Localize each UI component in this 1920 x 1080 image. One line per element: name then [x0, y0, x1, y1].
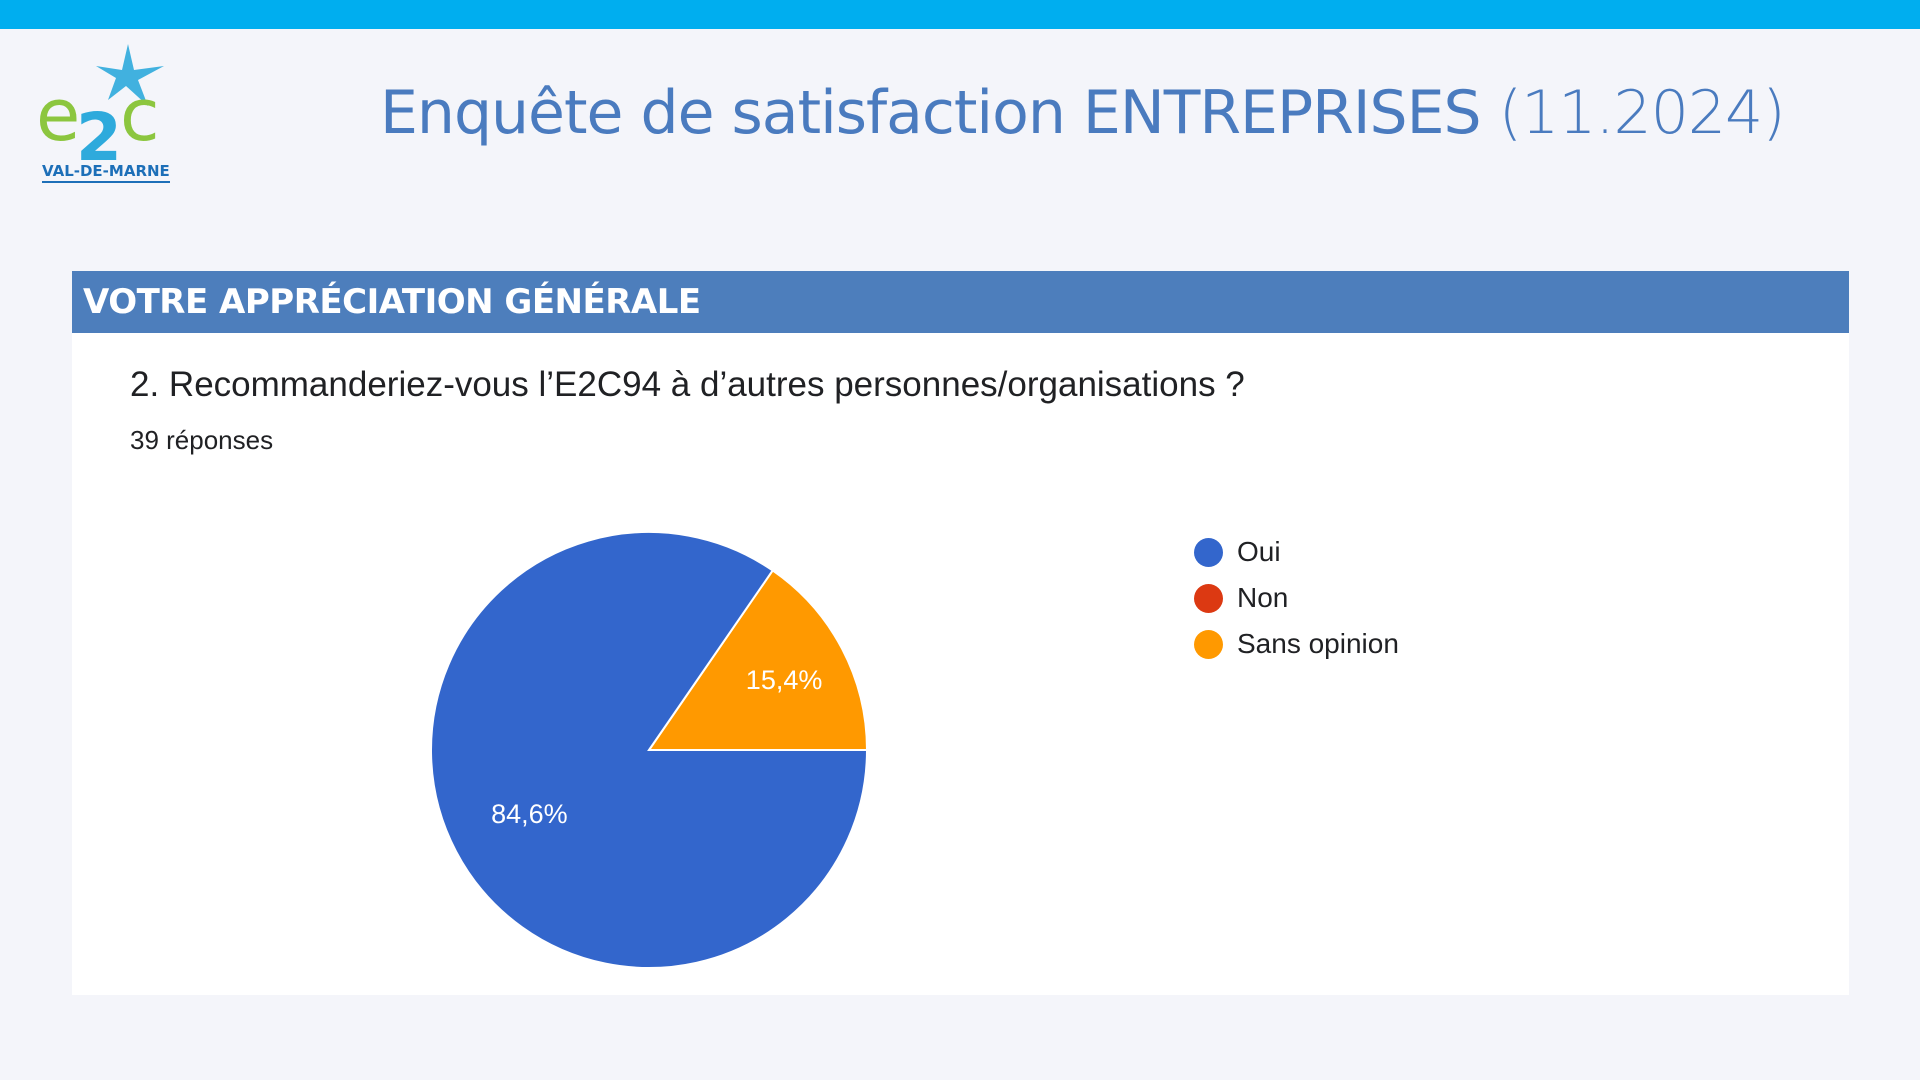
svg-text:c: c [120, 73, 160, 157]
pie-slice-oui [430, 531, 869, 969]
pie-slice-sans-opinion [647, 569, 869, 751]
legend-label: Non [1237, 582, 1289, 613]
svg-text:2: 2 [76, 99, 122, 176]
page-title: Enquête de satisfaction ENTREPRISES (11.… [380, 78, 1786, 148]
page-title-date: (11.2024) [1498, 78, 1786, 148]
legend-label: Sans opinion [1237, 628, 1399, 659]
svg-text:e: e [36, 73, 80, 157]
top-accent-bar [0, 0, 1920, 29]
pie-label-sans-opinion: 15,4% [746, 665, 823, 695]
pie-chart: 15,4% 84,6% [430, 531, 869, 969]
section-title: VOTRE APPRÉCIATION GÉNÉRALE [83, 282, 701, 322]
legend-item-oui[interactable]: Oui [1194, 529, 1399, 575]
page-title-main: Enquête de satisfaction ENTREPRISES [380, 78, 1482, 148]
e2c-logo: e 2 c VAL-DE-MARNE [36, 44, 170, 183]
legend-item-non[interactable]: Non [1194, 575, 1399, 621]
legend-label: Oui [1237, 536, 1281, 567]
question-card: 2. Recommanderiez-vous l’E2C94 à d’autre… [72, 333, 1849, 995]
legend-swatch [1194, 537, 1223, 567]
logo-subtitle: VAL-DE-MARNE [42, 162, 170, 180]
legend-swatch [1194, 629, 1223, 659]
pie-label-oui: 84,6% [491, 799, 568, 829]
legend-swatch [1194, 583, 1223, 613]
response-count: 39 réponses [130, 425, 274, 455]
question-text: 2. Recommanderiez-vous l’E2C94 à d’autre… [130, 365, 1245, 404]
legend-item-sans-opinion[interactable]: Sans opinion [1194, 621, 1399, 667]
chart-legend: Oui Non Sans opinion [1194, 529, 1399, 667]
section-header: VOTRE APPRÉCIATION GÉNÉRALE [72, 271, 1849, 333]
